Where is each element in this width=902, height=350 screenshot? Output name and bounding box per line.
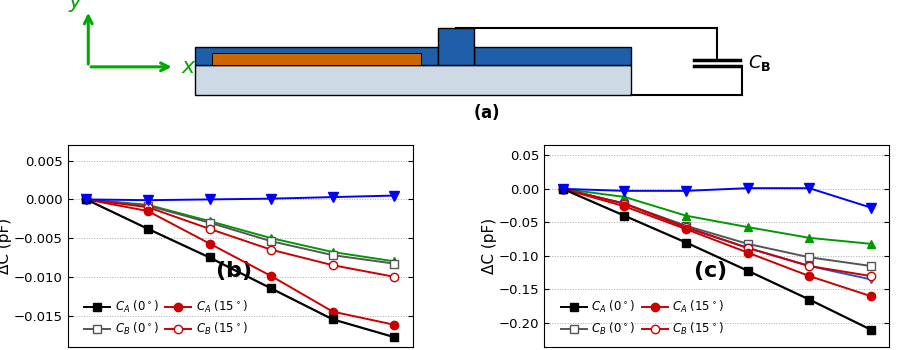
Polygon shape [195, 47, 437, 65]
Polygon shape [211, 54, 420, 65]
Text: $C_\mathbf{B}$: $C_\mathbf{B}$ [747, 53, 770, 73]
Text: $x$: $x$ [181, 57, 197, 77]
Polygon shape [437, 28, 474, 65]
Y-axis label: ΔC (pF): ΔC (pF) [0, 218, 13, 274]
Legend: $C_A$ (0$^\circ$), $C_B$ (0$^\circ$), $C_A$ (15$^\circ$), $C_B$ (15$^\circ$): $C_A$ (0$^\circ$), $C_B$ (0$^\circ$), $C… [557, 295, 727, 341]
Y-axis label: ΔC (pF): ΔC (pF) [482, 218, 497, 274]
Text: $y$: $y$ [68, 0, 84, 14]
Text: $\bf{(b)}$: $\bf{(b)}$ [215, 259, 252, 281]
Polygon shape [474, 47, 630, 65]
Text: $\mathbf{(a)}$: $\mathbf{(a)}$ [473, 102, 500, 122]
Polygon shape [195, 65, 630, 95]
Legend: $C_A$ (0$^\circ$), $C_B$ (0$^\circ$), $C_A$ (15$^\circ$), $C_B$ (15$^\circ$): $C_A$ (0$^\circ$), $C_B$ (0$^\circ$), $C… [80, 295, 251, 341]
Text: $\bf{(c)}$: $\bf{(c)}$ [693, 259, 726, 281]
